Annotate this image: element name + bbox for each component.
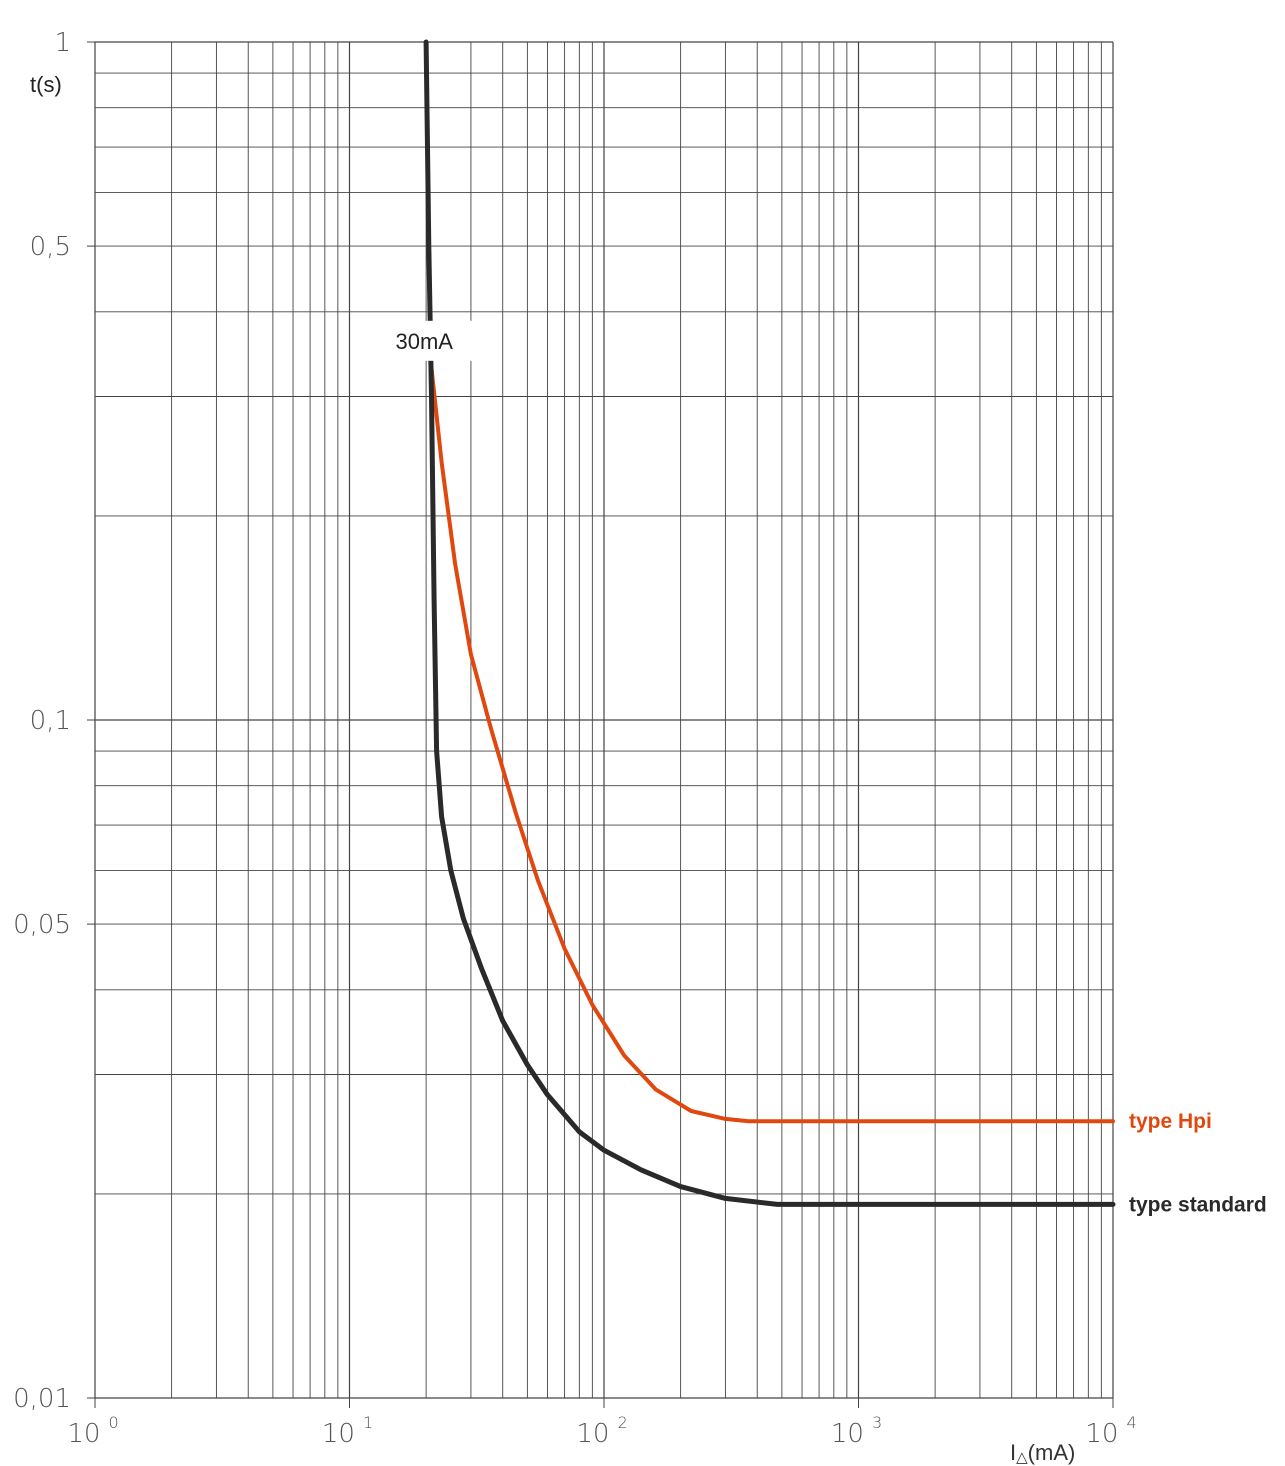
x-tick-base: 10 bbox=[831, 1419, 864, 1449]
labels: t(s) I△(mA) bbox=[30, 72, 1075, 1466]
x-tick-base: 10 bbox=[67, 1419, 100, 1449]
x-tick-exponent: 0 bbox=[108, 1413, 118, 1432]
x-tick-label: 10 2 bbox=[576, 1413, 627, 1449]
x-tick-exponent: 3 bbox=[872, 1413, 882, 1432]
y-tick-label: 0,5 bbox=[30, 232, 71, 262]
y-tick-label: 0,01 bbox=[13, 1384, 71, 1414]
x-axis-label-unit: (mA) bbox=[1028, 1440, 1076, 1465]
series-label: type standard bbox=[1129, 1193, 1267, 1216]
y-axis-label: t(s) bbox=[30, 72, 62, 97]
x-tick-base: 10 bbox=[1085, 1419, 1118, 1449]
x-tick-label: 10 3 bbox=[831, 1413, 882, 1449]
x-tick-exponent: 1 bbox=[363, 1413, 373, 1432]
series-line-standard bbox=[423, 39, 1116, 1207]
series-label: type Hpi bbox=[1129, 1110, 1212, 1133]
x-tick-base: 10 bbox=[576, 1419, 609, 1449]
x-axis-label-main: I bbox=[1010, 1440, 1016, 1465]
x-tick-base: 10 bbox=[322, 1419, 355, 1449]
y-tick-label: 0,05 bbox=[13, 910, 71, 940]
grid bbox=[94, 41, 1114, 1399]
x-axis-label-sub: △ bbox=[1016, 1449, 1028, 1466]
x-tick-exponent: 2 bbox=[617, 1413, 627, 1432]
x-tick-exponent: 4 bbox=[1126, 1413, 1136, 1432]
annotation-background bbox=[391, 320, 502, 361]
axis-ticks: 1 0,5 0,1 0,05 0,01 10 0 10 1 10 2 10 3 10 4 bbox=[13, 28, 1137, 1449]
y-tick-label: 1 bbox=[54, 28, 71, 58]
x-tick-label: 10 4 bbox=[1085, 1413, 1136, 1449]
series-line-hpi bbox=[429, 366, 1115, 1124]
y-tick-label: 0,1 bbox=[30, 706, 71, 736]
x-axis-label: I△(mA) bbox=[1010, 1440, 1075, 1466]
annotation-30ma: 30mA bbox=[396, 329, 454, 354]
x-tick-label: 10 0 bbox=[67, 1413, 118, 1449]
series-lines: type Hpi type standard 30mA bbox=[391, 39, 1267, 1216]
x-tick-label: 10 1 bbox=[322, 1413, 373, 1449]
